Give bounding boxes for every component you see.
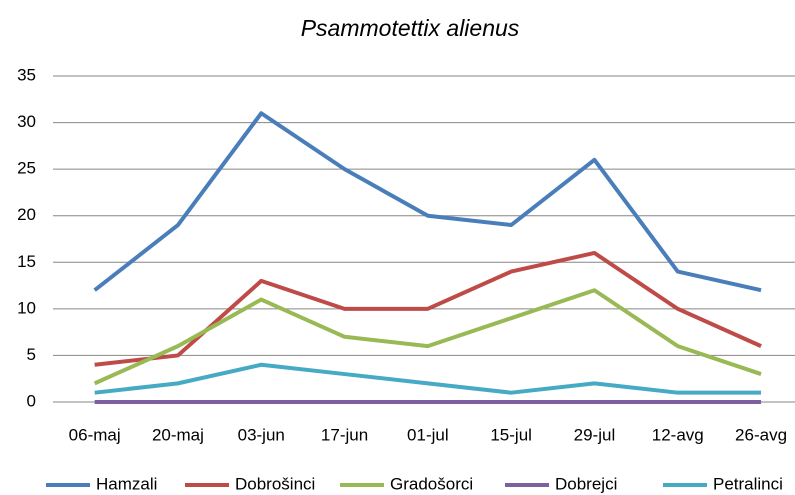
series-line [94,362,762,395]
x-tick-label: 06-maj [69,425,121,444]
x-tick-label: 12-avg [652,425,704,444]
y-tick-label: 25 [17,159,36,178]
x-tick-label: 01-jul [407,425,449,444]
legend-label: Hamzali [96,474,157,493]
y-tick-label: 35 [17,65,36,84]
y-tick-label: 0 [27,391,36,410]
legend-label: Petralinci [713,474,783,493]
y-tick-label: 5 [27,345,36,364]
x-tick-label: 03-jun [238,425,285,444]
x-tick-label: 17-jun [321,425,368,444]
x-tick-label: 20-maj [152,425,204,444]
series-line [93,288,762,386]
series-line [93,111,762,293]
x-tick-label: 15-jul [490,425,532,444]
x-tick-label: 29-jul [574,425,616,444]
y-tick-label: 30 [17,112,36,131]
legend-label: Dobrejci [555,474,617,493]
y-tick-label: 20 [17,205,36,224]
legend-label: Dobrošinci [235,474,315,493]
y-tick-label: 15 [17,252,36,271]
chart-title: Psammotettix alienus [301,15,520,41]
legend-label: Gradošorci [390,474,473,493]
x-tick-label: 26-avg [735,425,787,444]
y-tick-label: 10 [17,298,36,317]
